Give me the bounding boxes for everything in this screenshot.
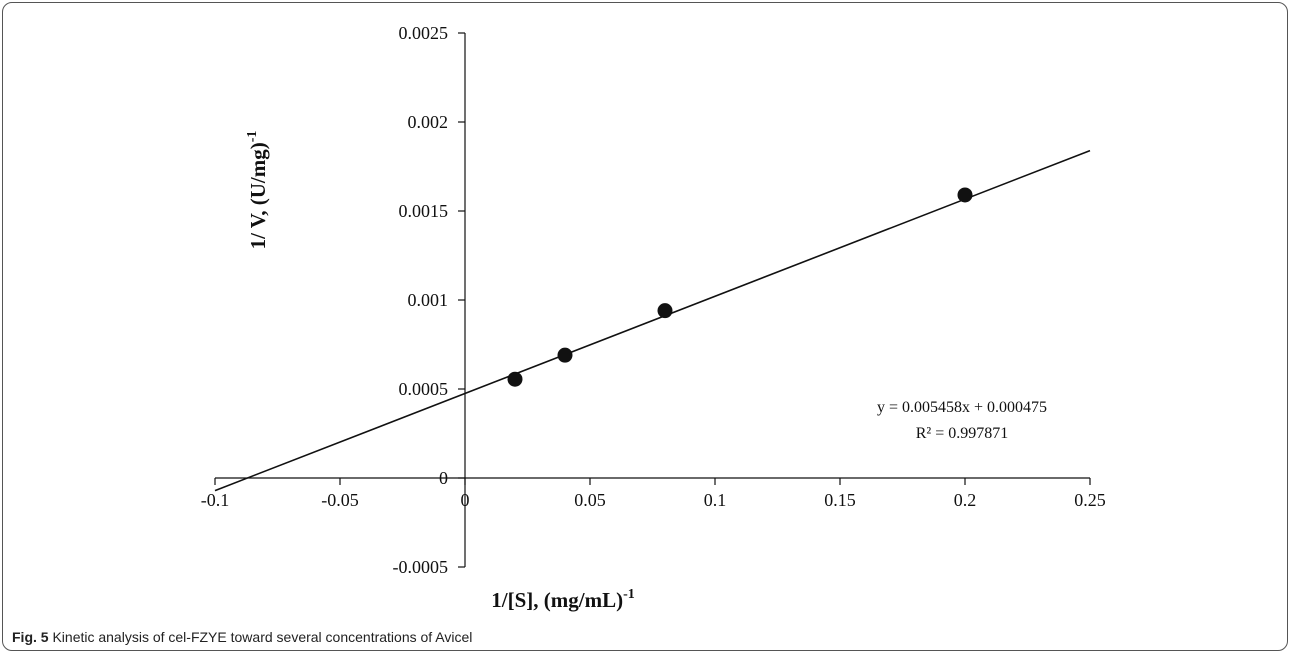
data-point: [557, 347, 573, 363]
x-tick-label: 0.05: [574, 490, 606, 510]
y-tick-label: 0.002: [408, 112, 449, 132]
x-tick-label: -0.1: [201, 490, 230, 510]
trendline-equation: y = 0.005458x + 0.000475: [877, 399, 1047, 416]
x-axis-label: 1/[S], (mg/mL)-1: [491, 587, 635, 612]
data-point: [657, 303, 673, 319]
axes: [215, 33, 1090, 567]
x-tick-label: 0.15: [824, 490, 856, 510]
x-tick-label: 0.2: [954, 490, 977, 510]
data-point: [507, 371, 523, 387]
y-tick-label: 0.001: [408, 290, 449, 310]
figure-caption-text: Kinetic analysis of cel-FZYE toward seve…: [52, 629, 473, 645]
x-tick-labels: -0.1 -0.05 0 0.05 0.1 0.15 0.2 0.25: [201, 478, 1106, 510]
trendline-r-squared: R² = 0.997871: [916, 425, 1009, 442]
y-tick-label: 0.0015: [399, 201, 449, 221]
y-axis-label: 1/ V, (U/mg)-1: [245, 131, 270, 250]
figure-caption-label: Fig. 5: [12, 629, 49, 645]
y-tick-label: -0.0005: [393, 557, 449, 577]
data-points: [507, 187, 973, 387]
data-point: [957, 187, 973, 203]
y-tick-label: 0.0025: [399, 23, 449, 43]
x-tick-label: 0.1: [704, 490, 727, 510]
trendline: [214, 149, 1091, 492]
y-tick-label: 0.0005: [399, 379, 449, 399]
x-tick-label: 0: [461, 490, 470, 510]
figure-caption: Fig. 5 Kinetic analysis of cel-FZYE towa…: [12, 629, 472, 645]
x-tick-label: -0.05: [321, 490, 359, 510]
y-tick-labels: -0.0005 0 0.0005 0.001 0.0015 0.002 0.0025: [393, 23, 465, 577]
y-tick-label: 0: [439, 468, 448, 488]
x-tick-label: 0.25: [1074, 490, 1106, 510]
